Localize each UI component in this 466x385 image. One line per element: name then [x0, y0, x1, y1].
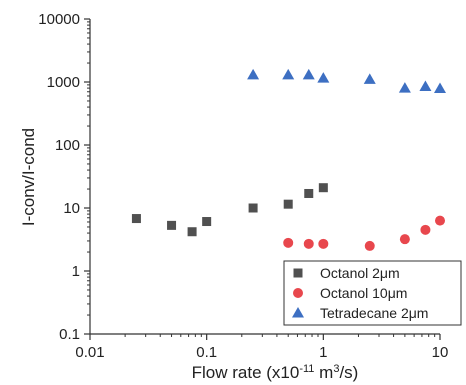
x-axis-ticks: 0.01 0.1 1 10: [75, 334, 448, 361]
y-tick-label: 10000: [38, 11, 80, 28]
legend-label: Octanol 10μm: [320, 285, 407, 301]
circle-data-point: [420, 224, 431, 235]
y-tick-label: 10: [63, 200, 80, 217]
square-data-point: [304, 188, 314, 198]
circle-data-point: [364, 240, 375, 251]
y-axis-label: I-conv/I-cond: [19, 128, 38, 226]
x-axis-label-part-1: Flow rate (x10: [192, 363, 300, 382]
x-axis-label-part-2: m: [314, 363, 333, 382]
legend-label: Octanol 2μm: [320, 265, 400, 281]
triangle-data-point: [247, 68, 260, 80]
x-tick-label: 0.01: [75, 344, 104, 361]
square-data-point: [187, 227, 197, 237]
x-tick-label: 1: [319, 344, 327, 361]
x-tick-label: 10: [432, 344, 449, 361]
y-tick-label: 1: [72, 263, 80, 280]
triangle-data-point: [302, 68, 315, 80]
legend-circle-marker: [293, 288, 303, 298]
circle-data-point: [283, 237, 294, 248]
square-data-point: [283, 199, 293, 209]
square-data-point: [202, 217, 212, 227]
circle-data-point: [435, 215, 445, 226]
legend-box: [283, 260, 462, 326]
legend-square-marker: [293, 268, 303, 278]
triangle-data-point: [419, 80, 432, 91]
square-data-point: [318, 183, 328, 193]
circle-data-point: [318, 238, 329, 249]
circle-data-point: [399, 234, 410, 245]
axes: [89, 19, 440, 335]
triangle-data-point: [363, 73, 376, 84]
triangle-data-point: [317, 72, 330, 83]
square-data-point: [167, 220, 177, 230]
y-tick-label: 1000: [47, 74, 80, 91]
x-tick-label: 0.1: [196, 344, 217, 361]
square-data-point: [131, 214, 141, 224]
y-tick-label: 0.1: [59, 326, 80, 343]
triangle-data-point: [282, 68, 295, 80]
legend-label: Tetradecane 2μm: [320, 305, 428, 321]
legend: Octanol 2μm Octanol 10μm Tetradecane 2μm: [283, 260, 462, 326]
triangle-data-point: [434, 82, 446, 93]
x-axis-label-part-3: /s): [339, 363, 358, 382]
x-axis-label-exponent-1: -11: [299, 363, 314, 375]
x-axis-label: Flow rate (x10-11 m3/s): [192, 363, 359, 382]
y-axis-ticks: 0.1 1 10 100 1000 10000: [38, 11, 90, 343]
x-axis-label-exponent-2: 3: [333, 363, 339, 375]
circle-data-point: [303, 238, 314, 249]
data-markers: [131, 68, 446, 251]
y-tick-label: 100: [55, 137, 80, 154]
triangle-data-point: [398, 82, 411, 93]
square-data-point: [248, 203, 258, 213]
legend-triangle-marker: [292, 307, 304, 318]
